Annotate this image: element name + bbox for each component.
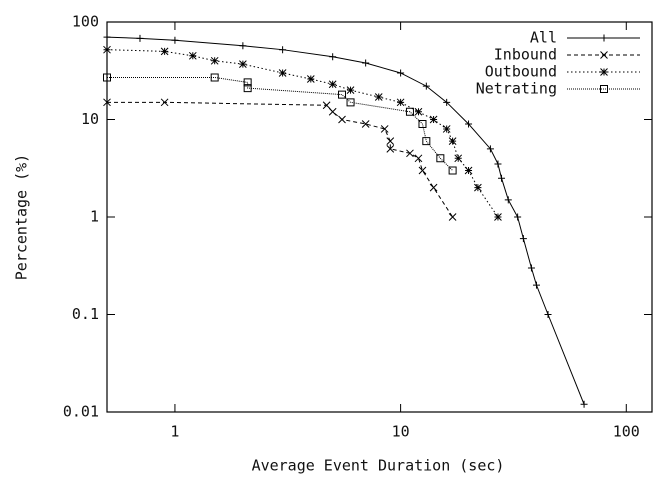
point-marker [210, 73, 219, 82]
point-marker [386, 137, 395, 145]
y-tick-label: 0.01 [63, 403, 99, 421]
legend-marker [600, 68, 608, 76]
point-marker [386, 144, 395, 153]
plot-frame [106, 21, 653, 413]
y-axis-label: Percentage (%) [13, 154, 31, 280]
series-line [107, 101, 454, 218]
point-marker [532, 281, 540, 289]
point-marker [103, 73, 111, 82]
y-tick-label: 1 [90, 208, 99, 226]
legend-label: Netrating [476, 80, 557, 98]
x-tick-label: 100 [613, 423, 640, 441]
point-marker [361, 120, 370, 128]
point-marker [494, 213, 502, 221]
point-marker [429, 183, 438, 192]
point-marker [329, 53, 337, 61]
point-marker [239, 42, 247, 50]
legend-label: All [530, 29, 557, 47]
point-marker [422, 137, 431, 146]
point-marker [429, 115, 438, 124]
point-marker [494, 160, 502, 168]
point-marker [580, 400, 588, 408]
point-marker [160, 47, 169, 56]
y-tick-label: 10 [81, 110, 99, 128]
point-marker [448, 213, 457, 221]
x-axis-label: Average Event Duration (sec) [252, 457, 505, 475]
legend-marker [600, 85, 608, 93]
point-marker [498, 174, 506, 182]
x-tick-label: 10 [392, 423, 410, 441]
point-marker [338, 115, 346, 124]
point-marker [422, 82, 430, 90]
legend-marker [600, 51, 608, 59]
point-marker [103, 33, 111, 41]
point-marker [188, 51, 197, 60]
point-marker [514, 213, 522, 221]
y-tick-label: 0.1 [72, 305, 99, 323]
point-marker [374, 93, 383, 101]
point-marker [474, 183, 482, 192]
point-marker [328, 107, 337, 116]
point-marker [278, 69, 287, 77]
point-marker [414, 154, 423, 163]
point-marker [397, 69, 405, 77]
point-marker [405, 107, 414, 116]
point-marker [406, 149, 414, 158]
point-marker [448, 166, 457, 175]
point-marker [454, 154, 463, 163]
point-marker [243, 84, 252, 93]
point-marker [519, 235, 527, 243]
x-tick-label: 1 [170, 423, 179, 441]
point-marker [544, 311, 552, 318]
point-marker [418, 119, 427, 128]
point-marker [136, 34, 144, 42]
point-marker [346, 86, 355, 95]
point-marker [418, 166, 427, 175]
point-marker [328, 80, 337, 89]
point-marker [306, 75, 315, 83]
point-marker [279, 46, 287, 54]
legend-marker [600, 34, 608, 42]
point-marker [160, 98, 169, 107]
point-marker [322, 101, 331, 110]
point-marker [504, 196, 512, 204]
point-marker [103, 45, 111, 54]
point-marker [486, 145, 494, 153]
point-marker [448, 137, 457, 145]
point-marker [436, 154, 445, 163]
point-marker [338, 90, 347, 99]
point-marker [465, 120, 473, 128]
legend-label: Outbound [485, 63, 557, 81]
point-marker [171, 36, 179, 44]
legend-label: Inbound [494, 46, 557, 64]
point-marker [414, 107, 423, 116]
point-marker [443, 98, 451, 106]
point-marker [239, 60, 247, 68]
point-marker [380, 125, 389, 133]
series-line [107, 76, 453, 171]
point-marker [442, 125, 451, 133]
point-marker [362, 59, 370, 67]
series-line [106, 49, 499, 218]
point-marker [346, 98, 355, 107]
point-marker [103, 98, 111, 107]
point-marker [527, 264, 535, 272]
point-marker [464, 166, 473, 175]
y-tick-label: 100 [72, 13, 99, 31]
point-marker [396, 98, 405, 107]
point-marker [210, 56, 219, 65]
